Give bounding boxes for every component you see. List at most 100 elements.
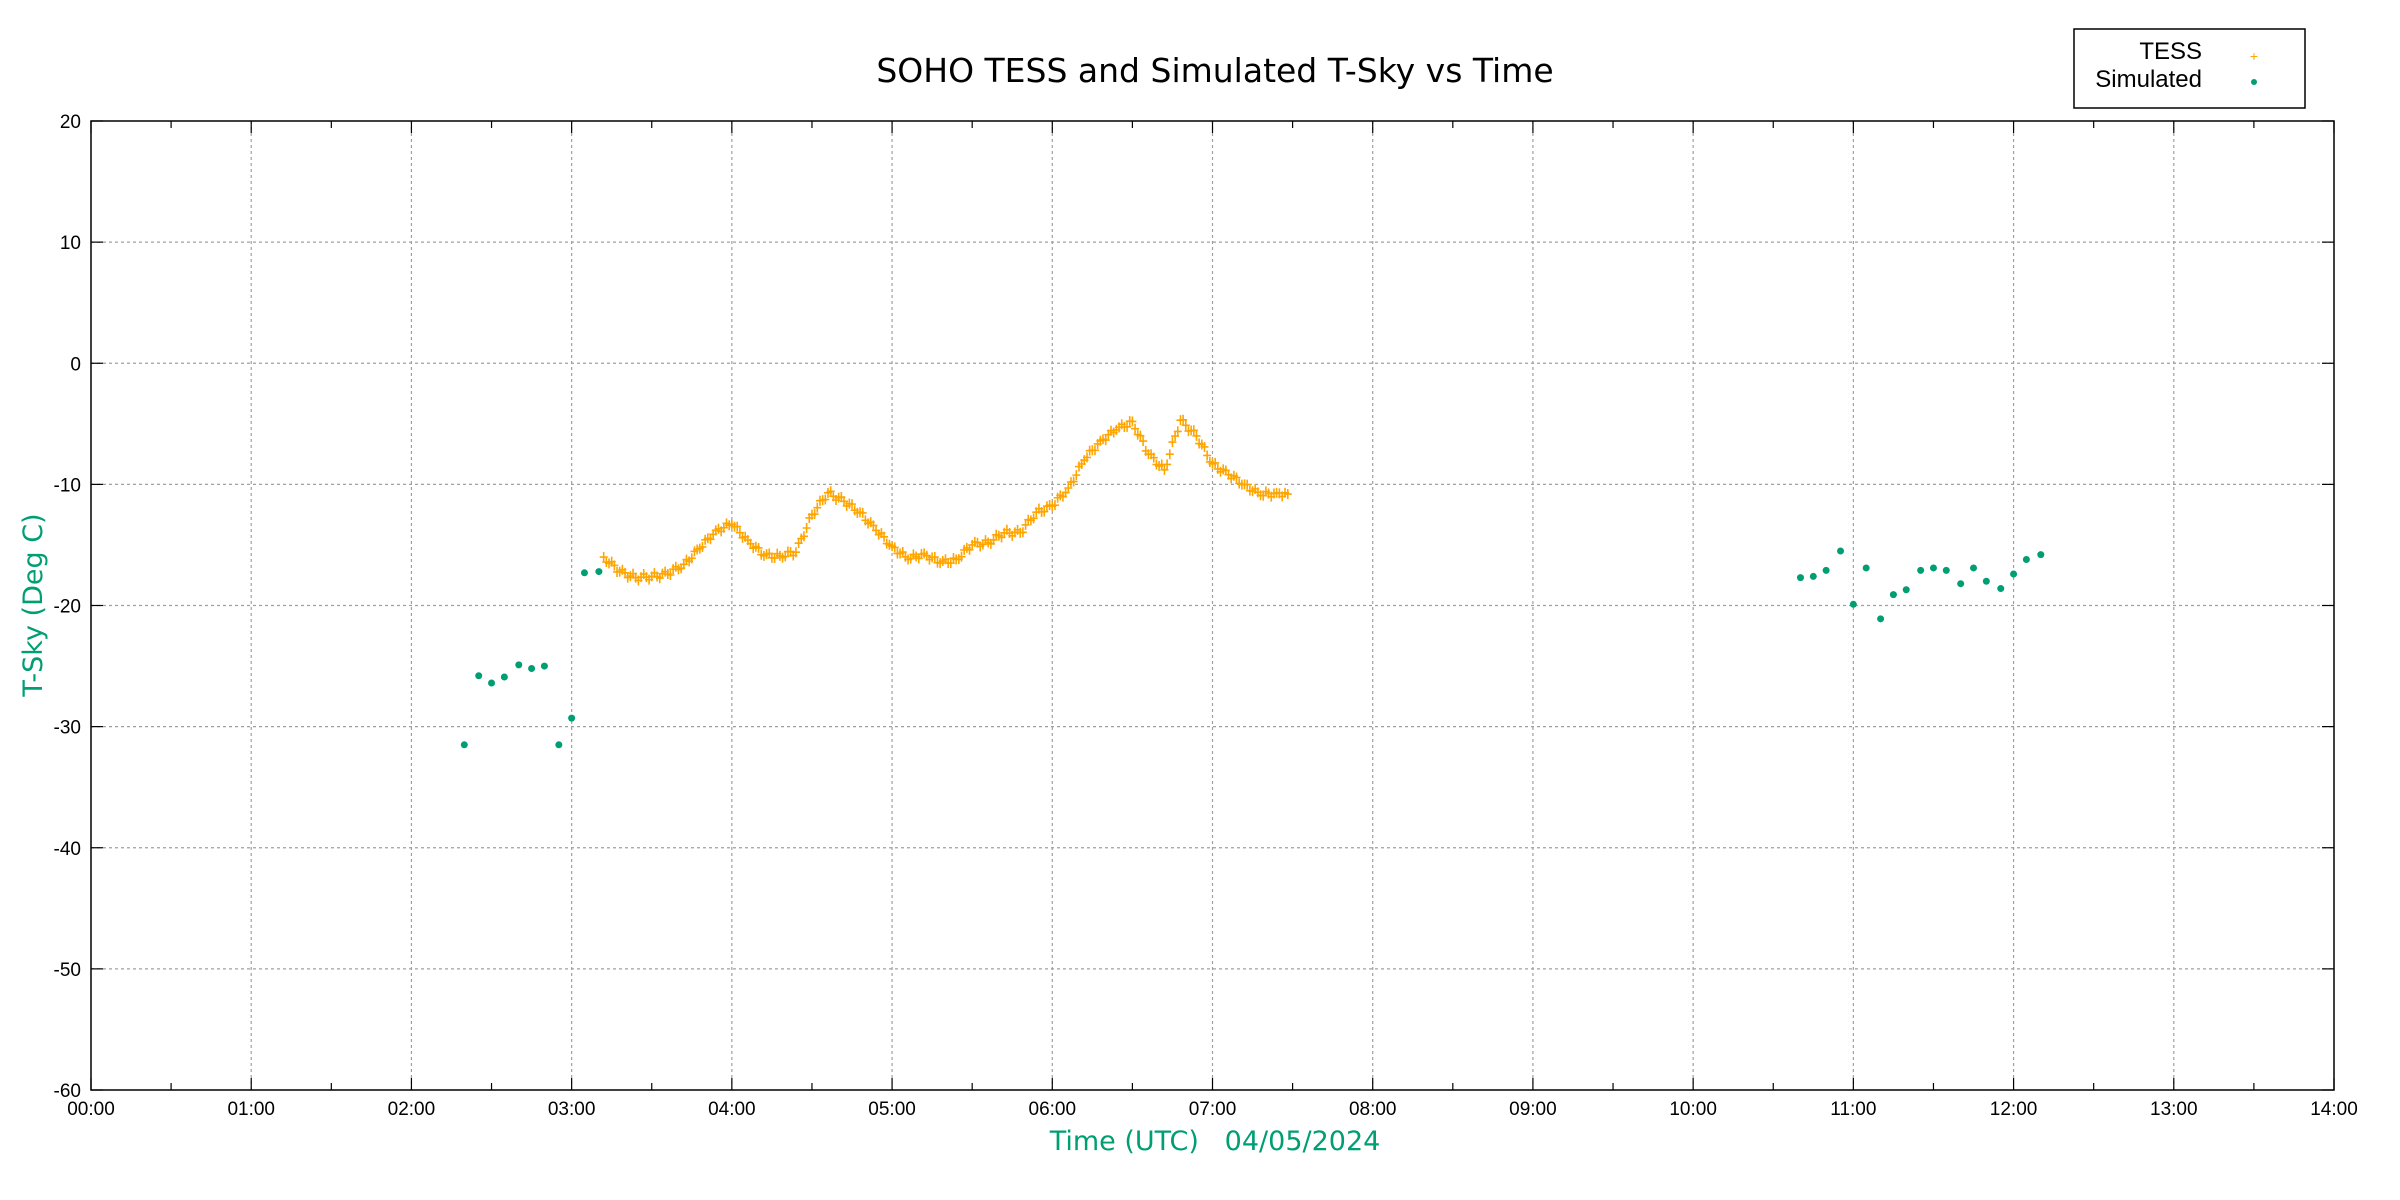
legend-label-tess: TESS <box>2139 38 2202 65</box>
tess-point-interp <box>813 502 822 513</box>
simulated-point <box>488 679 496 687</box>
simulated-point <box>2022 555 2030 563</box>
x-tick-label: 01:00 <box>227 1099 275 1120</box>
tess-point <box>1224 469 1233 480</box>
simulated-point <box>475 672 483 680</box>
tess-point <box>1208 458 1217 469</box>
tess-point <box>775 550 784 561</box>
legend-box <box>2073 28 2306 109</box>
tess-point-interp <box>610 560 619 571</box>
y-tick-label: 20 <box>60 112 81 133</box>
tess-point <box>807 509 816 520</box>
x-tick-label: 05:00 <box>868 1099 916 1120</box>
chart-title: SOHO TESS and Simulated T-Sky vs Time <box>876 51 1553 90</box>
y-tick-label: -10 <box>54 475 81 496</box>
simulated-point <box>515 661 523 669</box>
simulated-point <box>1982 577 1990 585</box>
simulated-point <box>1929 564 1937 572</box>
simulated-point <box>1917 566 1925 574</box>
y-tick-label: -30 <box>54 718 81 739</box>
x-tick-label: 08:00 <box>1349 1099 1397 1120</box>
ticks <box>90 120 2335 1091</box>
tess-point-interp <box>1163 459 1172 470</box>
tess-point-interp <box>957 551 966 562</box>
tess-point <box>904 554 913 565</box>
tess-point-interp <box>799 531 808 542</box>
tess-point-interp <box>1181 420 1190 431</box>
tess-point-interp <box>930 552 939 563</box>
tess-point-interp <box>802 522 811 533</box>
tess-point <box>1048 501 1057 512</box>
tess-point <box>695 543 704 554</box>
simulated-point <box>1970 564 1978 572</box>
x-tick-label: 12:00 <box>1990 1099 2038 1120</box>
tess-point <box>872 525 881 536</box>
tess-point <box>1112 424 1121 435</box>
legend-marker-tess: + <box>2250 48 2258 64</box>
simulated-point <box>1957 580 1965 588</box>
tess-point-interp <box>1021 519 1030 530</box>
tess-point-interp <box>880 531 889 542</box>
tess-point <box>1064 483 1073 494</box>
simulated-point <box>2037 551 2045 559</box>
tess-point <box>1256 490 1265 501</box>
y-tick-label: 0 <box>70 354 81 375</box>
tess-point-interp <box>1131 423 1140 434</box>
tess-point <box>952 554 961 565</box>
x-tick-label: 11:00 <box>1830 1099 1876 1120</box>
simulated-point <box>1796 574 1804 582</box>
tess-point <box>631 572 640 583</box>
legend-marker-simulated <box>2251 79 2257 85</box>
tess-point-interp <box>754 542 763 553</box>
tess-point-interp <box>1040 506 1049 517</box>
tess-point <box>759 550 768 561</box>
y-tick-label: -40 <box>54 839 81 860</box>
tess-point-interp <box>1200 441 1209 452</box>
tess-point-interp <box>848 499 857 510</box>
tess-point-interp <box>735 527 744 538</box>
tess-point-interp <box>1189 425 1198 436</box>
tess-point <box>679 559 688 570</box>
tess-point <box>823 487 832 498</box>
simulated-point <box>2010 570 2018 578</box>
tess-point-interp <box>1232 472 1241 483</box>
simulated-point <box>1902 586 1910 594</box>
tess-point-interp <box>1173 426 1182 437</box>
tess-point-interp <box>1139 436 1148 447</box>
tess-point <box>1283 489 1292 500</box>
x-tick-label: 09:00 <box>1509 1099 1557 1120</box>
tess-point-interp <box>1123 421 1132 432</box>
simulated-point <box>540 662 548 670</box>
tess-point <box>920 548 929 559</box>
tess-point-interp <box>1168 437 1177 448</box>
tess-point <box>615 566 624 577</box>
tess-point <box>1240 479 1249 490</box>
simulated-point <box>460 741 468 749</box>
tess-point-interp <box>1091 445 1100 456</box>
tess-point <box>1272 487 1281 498</box>
tess-point <box>743 535 752 546</box>
simulated-point <box>1837 547 1845 555</box>
x-tick-label: 10:00 <box>1669 1099 1717 1120</box>
simulated-point <box>1822 566 1830 574</box>
tess-point <box>1128 416 1137 427</box>
x-tick-label: 13:00 <box>2150 1099 2198 1120</box>
tess-point-interp <box>687 553 696 564</box>
simulated-point <box>1889 591 1897 599</box>
tess-point-interp <box>1069 476 1078 487</box>
x-tick-label: 07:00 <box>1189 1099 1237 1120</box>
tess-point-interp <box>1136 430 1145 441</box>
grid <box>91 121 2334 1090</box>
simulated-point <box>1997 585 2005 593</box>
data-marks <box>460 414 2045 749</box>
tess-point <box>1192 430 1201 441</box>
tess-point <box>984 537 993 548</box>
tess-point-interp <box>1203 450 1212 461</box>
x-tick-label: 00:00 <box>67 1099 115 1120</box>
y-tick-label: 10 <box>60 233 81 254</box>
tess-point <box>1016 527 1025 538</box>
tess-point <box>1080 455 1089 466</box>
simulated-point <box>1809 572 1817 580</box>
x-tick-label: 02:00 <box>388 1099 436 1120</box>
x-axis-label: Time (UTC) 04/05/2024 <box>1049 1126 1381 1157</box>
